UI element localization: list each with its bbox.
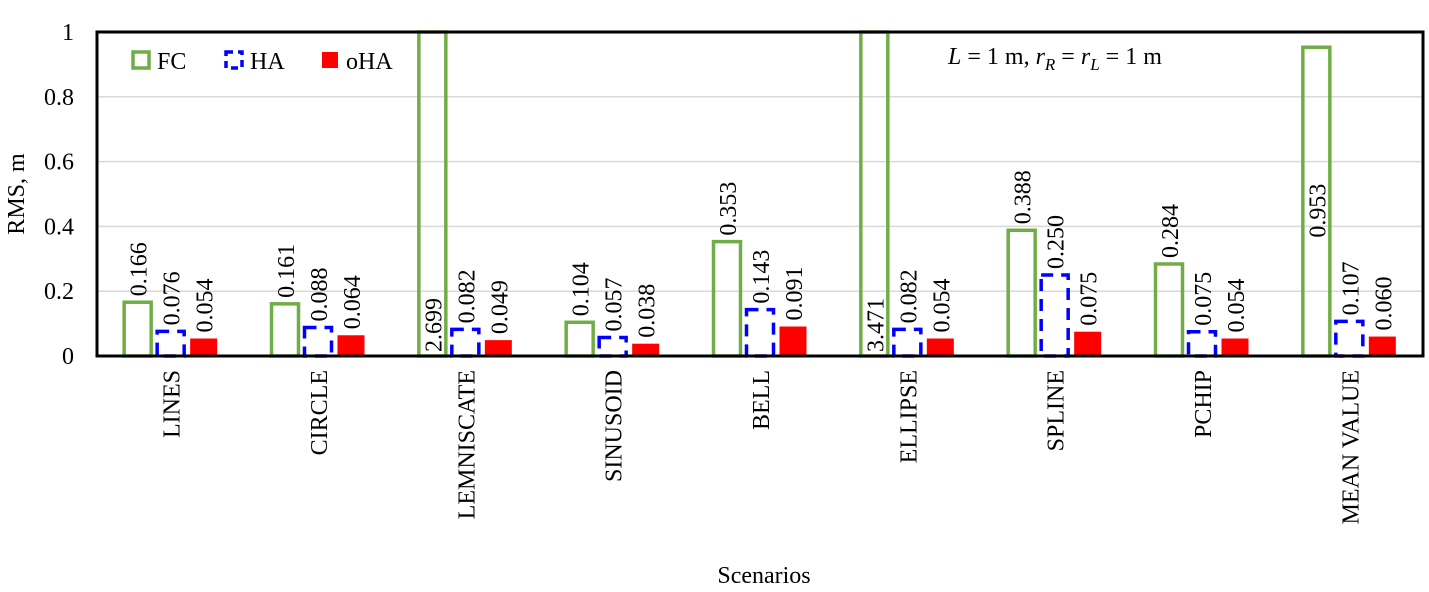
plot-area-border [95, 30, 1425, 358]
x-tick-label: BELL [749, 370, 775, 430]
y-tick-label: 0.8 [44, 85, 74, 111]
bar-ha [597, 335, 628, 358]
data-label: 2.699 [421, 298, 447, 352]
data-label: 0.388 [1011, 170, 1037, 224]
y-tick-label: 0.6 [44, 150, 74, 176]
data-label: 0.250 [1044, 215, 1070, 269]
x-tick-label: LEMNISCATE [454, 370, 480, 519]
bar-fc [122, 300, 153, 358]
data-label: 0.054 [1224, 279, 1250, 333]
bar-oha [926, 338, 954, 356]
data-label: 0.143 [749, 250, 775, 304]
data-label: 0.054 [193, 279, 219, 333]
bar-fc [269, 302, 301, 358]
data-label: 0.064 [340, 275, 366, 329]
data-label: 0.082 [896, 269, 922, 323]
bar-oha [484, 340, 512, 356]
y-axis-ticks: 0 0.2 0.4 0.6 0.8 1 [44, 20, 74, 370]
x-tick-label: SINUSOID [602, 370, 628, 482]
data-label: 0.166 [127, 242, 153, 296]
bar-ha [892, 327, 923, 358]
data-label: 3.471 [863, 298, 889, 352]
data-label: 0.076 [160, 271, 186, 325]
y-tick-label: 0.4 [44, 214, 74, 240]
y-tick-label: 0 [62, 344, 74, 370]
legend-swatch-fc [131, 50, 151, 70]
bar-oha [1074, 331, 1102, 356]
y-axis-label: RMS, m [4, 153, 30, 235]
bar-ha [1186, 329, 1218, 358]
y-tick-label: 0.2 [44, 279, 74, 305]
y-tick-label: 1 [62, 20, 74, 46]
data-label: 0.284 [1158, 204, 1184, 258]
data-label: 0.953 [1305, 184, 1331, 238]
legend-label-ha: HA [250, 49, 285, 75]
bar-ha [155, 329, 186, 358]
bar-oha [337, 335, 365, 356]
data-label: 0.049 [487, 280, 513, 334]
data-label: 0.161 [274, 244, 300, 298]
x-tick-label: SPLINE [1044, 370, 1070, 451]
bar-fc [711, 239, 743, 358]
legend-label-oha: oHA [346, 49, 393, 75]
bar-oha [1368, 336, 1396, 356]
bar-fc [564, 320, 595, 358]
x-tick-label: MEAN VALUE [1338, 370, 1364, 524]
bar-oha [632, 343, 660, 356]
bar-oha [779, 326, 807, 356]
bar-ha [450, 327, 481, 358]
data-label: 0.082 [454, 269, 480, 323]
bar-oha [190, 338, 218, 356]
data-label: 0.353 [716, 182, 742, 236]
bar-fc [1153, 262, 1185, 358]
gridlines [97, 96, 1423, 292]
bar-ha [744, 307, 776, 358]
legend-label-fc: FC [157, 49, 186, 75]
data-label: 0.075 [1191, 272, 1217, 326]
bar-ha [1039, 273, 1070, 358]
bar-ha [302, 325, 334, 358]
data-label: 0.038 [635, 284, 661, 338]
data-labels: 0.166 0.076 0.054 0.161 0.088 0.064 2.699 0.082… [127, 170, 1398, 352]
x-tick-label: ELLIPSE [896, 370, 922, 463]
bar-oha [1221, 338, 1249, 356]
legend: FC HA oHA [131, 49, 393, 75]
parameter-annotation: L = 1 m, rR = rL = 1 m [947, 44, 1162, 74]
legend-swatch-oha [322, 52, 338, 68]
data-label: 0.075 [1077, 272, 1103, 326]
x-tick-label: PCHIP [1191, 370, 1217, 438]
x-axis-ticks: LINES CIRCLE LEMNISCATE SINUSOID BELL ELLIPSE… [160, 370, 1365, 524]
data-label: 0.107 [1338, 261, 1364, 315]
data-label: 0.091 [782, 267, 808, 321]
data-label: 0.060 [1371, 277, 1397, 331]
x-tick-label: CIRCLE [307, 370, 333, 455]
data-label: 0.054 [929, 279, 955, 333]
bar-ha [1334, 319, 1365, 358]
data-label: 0.104 [569, 262, 595, 316]
x-tick-label: LINES [160, 370, 186, 438]
bar-fc [1006, 228, 1037, 358]
x-axis-label: Scenarios [717, 563, 810, 589]
data-label: 0.057 [602, 278, 628, 332]
legend-swatch-ha [224, 50, 244, 70]
data-label: 0.088 [307, 267, 333, 321]
